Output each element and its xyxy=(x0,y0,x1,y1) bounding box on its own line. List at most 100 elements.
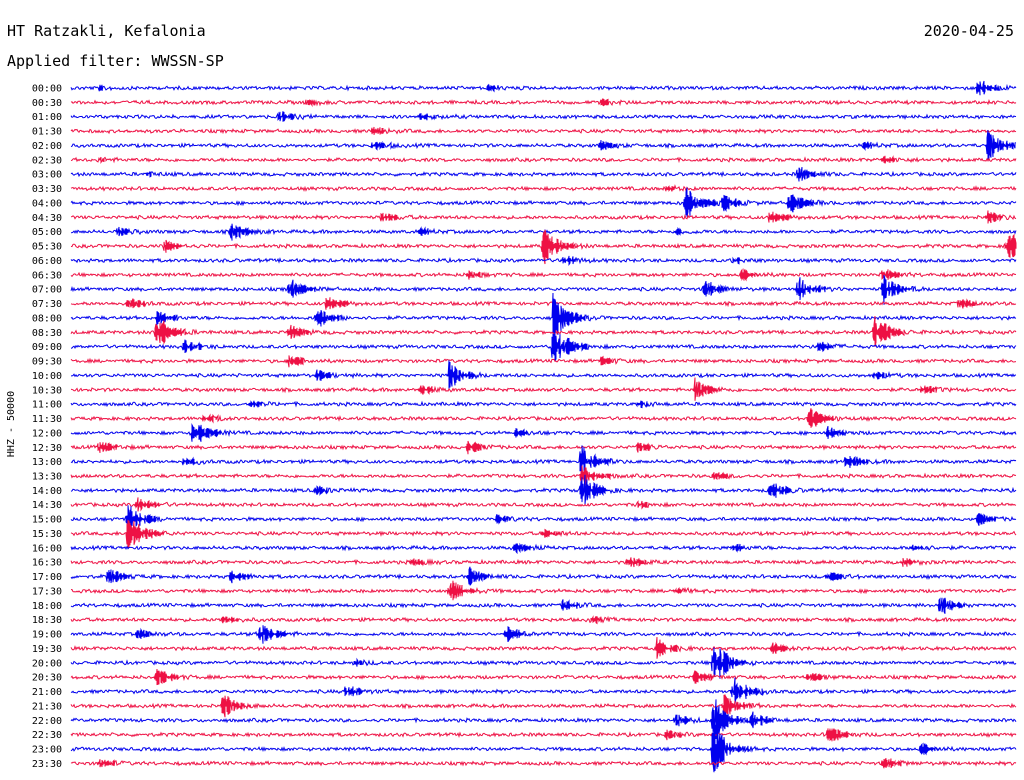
seismic-trace xyxy=(70,355,1017,368)
time-tick-label: 00:30 xyxy=(32,98,62,109)
time-tick-label: 22:30 xyxy=(32,730,62,741)
seismic-trace xyxy=(70,597,1017,614)
time-label-group: 00:00 00:30 01:00 01:30 02:00 02:30 03:00 03:30… xyxy=(32,84,62,770)
time-tick-label: 07:30 xyxy=(32,299,62,310)
seismic-trace xyxy=(71,360,1017,390)
seismic-trace xyxy=(70,408,1017,428)
time-tick-label: 15:00 xyxy=(32,515,62,526)
seismic-trace xyxy=(70,445,1017,480)
seismic-trace xyxy=(70,557,1017,568)
time-tick-label: 04:00 xyxy=(32,198,62,209)
seismic-trace xyxy=(70,422,1017,442)
time-tick-label: 23:30 xyxy=(32,759,62,770)
seismic-trace xyxy=(70,155,1017,165)
seismic-trace xyxy=(70,315,1017,348)
time-tick-label: 09:00 xyxy=(32,342,62,353)
time-tick-label: 21:30 xyxy=(32,701,62,712)
seismic-trace xyxy=(70,566,1017,586)
seismic-trace xyxy=(70,519,1017,549)
seismic-trace xyxy=(70,677,1017,705)
time-tick-label: 17:30 xyxy=(32,586,62,597)
seismic-trace xyxy=(70,80,1017,96)
time-tick-label: 07:00 xyxy=(32,285,62,296)
seismic-trace xyxy=(70,637,1017,659)
time-tick-label: 13:30 xyxy=(32,471,62,482)
seismic-trace xyxy=(70,580,1017,601)
station-title: HT Ratzakli, Kefalonia xyxy=(7,22,206,40)
seismic-trace xyxy=(70,184,1017,193)
seismic-trace xyxy=(70,297,1017,310)
time-tick-label: 16:00 xyxy=(32,543,62,554)
time-tick-label: 12:00 xyxy=(32,428,62,439)
seismic-trace xyxy=(70,98,1017,108)
time-tick-label: 14:00 xyxy=(32,486,62,497)
time-tick-label: 18:00 xyxy=(32,601,62,612)
seismic-trace xyxy=(70,330,1017,362)
seismic-trace xyxy=(70,255,1017,267)
date-label: 2020-04-25 xyxy=(923,22,1014,40)
time-tick-label: 15:30 xyxy=(32,529,62,540)
seismic-trace xyxy=(70,167,1017,182)
time-tick-label: 04:30 xyxy=(32,213,62,224)
seismic-trace xyxy=(70,130,1017,161)
time-tick-label: 23:00 xyxy=(32,745,62,756)
time-tick-label: 06:00 xyxy=(32,256,62,267)
seismic-trace xyxy=(70,465,1017,488)
time-tick-label: 10:30 xyxy=(32,385,62,396)
time-tick-label: 19:00 xyxy=(32,630,62,641)
filter-label: Applied filter: WWSSN-SP xyxy=(7,52,224,70)
time-tick-label: 14:30 xyxy=(32,500,62,511)
seismic-trace xyxy=(70,615,1017,625)
time-tick-label: 21:00 xyxy=(32,687,62,698)
trace-group xyxy=(70,80,1017,773)
time-tick-label: 01:00 xyxy=(32,112,62,123)
time-tick-label: 02:30 xyxy=(32,155,62,166)
seismic-trace xyxy=(70,724,1017,773)
seismic-trace xyxy=(70,474,1017,505)
time-tick-label: 12:30 xyxy=(32,443,62,454)
seismic-trace xyxy=(70,542,1017,555)
time-tick-label: 09:30 xyxy=(32,357,62,368)
seismic-trace xyxy=(70,728,1017,742)
time-tick-label: 13:00 xyxy=(32,457,62,468)
seismic-trace xyxy=(70,497,1017,512)
time-tick-label: 05:30 xyxy=(32,242,62,253)
time-tick-label: 08:00 xyxy=(32,313,62,324)
time-tick-label: 05:00 xyxy=(32,227,62,238)
time-tick-label: 17:00 xyxy=(32,572,62,583)
time-tick-label: 16:30 xyxy=(32,558,62,569)
seismic-trace xyxy=(70,625,1017,644)
seismic-trace xyxy=(70,268,1017,282)
time-tick-label: 20:30 xyxy=(32,673,62,684)
seismic-trace xyxy=(70,400,1017,409)
seismic-trace xyxy=(70,187,1017,217)
seismic-trace xyxy=(70,223,1017,241)
time-tick-label: 06:30 xyxy=(32,270,62,281)
time-tick-label: 20:00 xyxy=(32,658,62,669)
seismic-trace xyxy=(70,229,1017,265)
time-tick-label: 03:00 xyxy=(32,170,62,181)
time-tick-label: 00:00 xyxy=(32,84,62,95)
time-tick-label: 02:00 xyxy=(32,141,62,152)
time-tick-label: 19:30 xyxy=(32,644,62,655)
seismic-trace xyxy=(70,274,1017,305)
time-tick-label: 22:00 xyxy=(32,716,62,727)
seismic-trace xyxy=(70,668,1017,686)
seismic-trace xyxy=(70,440,1017,455)
time-tick-label: 10:00 xyxy=(32,371,62,382)
seismic-trace xyxy=(70,111,1017,122)
time-tick-label: 08:30 xyxy=(32,328,62,339)
time-tick-label: 03:30 xyxy=(32,184,62,195)
seismic-trace xyxy=(70,126,1017,135)
seismic-trace xyxy=(70,757,1017,769)
seismic-trace xyxy=(70,505,1017,535)
seismic-trace xyxy=(70,377,1017,401)
time-tick-label: 18:30 xyxy=(32,615,62,626)
time-tick-label: 01:30 xyxy=(32,127,62,138)
time-tick-label: 11:00 xyxy=(32,400,62,411)
time-tick-label: 11:30 xyxy=(32,414,62,425)
seismic-trace xyxy=(70,694,1017,718)
seismic-trace xyxy=(70,699,1017,740)
